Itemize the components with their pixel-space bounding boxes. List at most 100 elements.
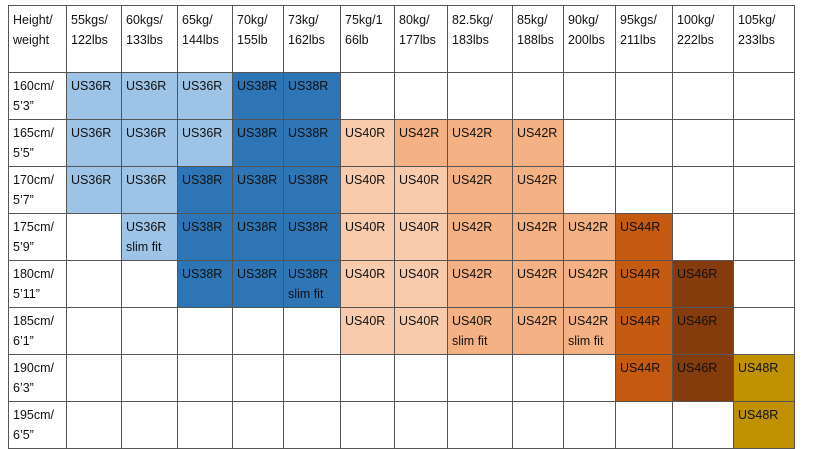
- size-cell: US38R: [177, 260, 233, 308]
- empty-cell: [733, 72, 795, 120]
- size-cell: US38R: [232, 119, 284, 167]
- size-cell: US42R: [512, 307, 564, 355]
- size-cell: US48R: [733, 354, 795, 402]
- page: Height/ weight 55kgs/ 122lbs 60kgs/ 133lbs…: [8, 5, 795, 449]
- empty-cell: [340, 72, 395, 120]
- empty-cell: [232, 354, 284, 402]
- empty-cell: [563, 401, 616, 449]
- size-row: 180cm/ 5’11” US38R US38R US38R slim fit US40…: [8, 260, 795, 308]
- empty-cell: [615, 401, 673, 449]
- size-cell: US44R: [615, 354, 673, 402]
- header-cell: 75kg/1 66lb: [340, 5, 395, 73]
- empty-cell: [66, 307, 122, 355]
- size-row: 170cm/ 5’7” US36R US36R US38R US38R US38R US40…: [8, 166, 795, 214]
- size-cell: US42R: [512, 119, 564, 167]
- row-label: 170cm/ 5’7”: [8, 166, 67, 214]
- row-label: 180cm/ 5’11”: [8, 260, 67, 308]
- size-row: 175cm/ 5’9” US36R slim fit US38R US38R US38R…: [8, 213, 795, 261]
- size-cell: US38R: [283, 213, 341, 261]
- header-cell: 90kg/ 200lbs: [563, 5, 616, 73]
- empty-cell: [121, 307, 178, 355]
- empty-cell: [447, 354, 513, 402]
- size-cell: US36R: [66, 72, 122, 120]
- size-cell: US38R: [232, 213, 284, 261]
- size-cell: US38R: [283, 119, 341, 167]
- size-row: 165cm/ 5’5” US36R US36R US36R US38R US38R US40…: [8, 119, 795, 167]
- size-cell: US36R: [66, 166, 122, 214]
- header-cell: 70kg/ 155lb: [232, 5, 284, 73]
- size-cell: US40R: [340, 213, 395, 261]
- row-label: 165cm/ 5’5”: [8, 119, 67, 167]
- empty-cell: [340, 354, 395, 402]
- size-row: 195cm/ 6’5” US48R: [8, 401, 795, 449]
- size-cell: US46R: [672, 307, 734, 355]
- row-label: 185cm/ 6’1”: [8, 307, 67, 355]
- size-cell: US46R: [672, 260, 734, 308]
- size-cell: US42R: [512, 260, 564, 308]
- header-cell: 73kg/ 162lbs: [283, 5, 341, 73]
- header-cell: 100kg/ 222lbs: [672, 5, 734, 73]
- empty-cell: [615, 72, 673, 120]
- header-cell: 82.5kg/ 183lbs: [447, 5, 513, 73]
- size-cell: US36R: [121, 72, 178, 120]
- header-cell: 95kgs/ 211lbs: [615, 5, 673, 73]
- size-cell: US38R: [283, 72, 341, 120]
- empty-cell: [733, 307, 795, 355]
- size-cell: US44R: [615, 260, 673, 308]
- size-cell: US36R: [177, 72, 233, 120]
- empty-cell: [672, 401, 734, 449]
- size-cell: US38R: [232, 260, 284, 308]
- size-cell: US40R: [340, 166, 395, 214]
- size-cell: US44R: [615, 307, 673, 355]
- empty-cell: [394, 354, 448, 402]
- size-cell: US42R: [447, 166, 513, 214]
- row-label: 175cm/ 5’9”: [8, 213, 67, 261]
- empty-cell: [447, 401, 513, 449]
- empty-cell: [733, 260, 795, 308]
- empty-cell: [66, 213, 122, 261]
- size-cell: US40R: [340, 307, 395, 355]
- empty-cell: [283, 354, 341, 402]
- empty-cell: [66, 354, 122, 402]
- empty-cell: [512, 354, 564, 402]
- empty-cell: [283, 307, 341, 355]
- size-chart: Height/ weight 55kgs/ 122lbs 60kgs/ 133lbs…: [8, 5, 795, 449]
- size-cell: US42R: [512, 166, 564, 214]
- empty-cell: [672, 213, 734, 261]
- size-cell: US38R: [283, 166, 341, 214]
- empty-cell: [232, 307, 284, 355]
- size-cell: US36R: [66, 119, 122, 167]
- empty-cell: [177, 354, 233, 402]
- size-cell: US42R slim fit: [563, 307, 616, 355]
- header-cell: 65kg/ 144lbs: [177, 5, 233, 73]
- empty-cell: [66, 401, 122, 449]
- header-row: Height/ weight 55kgs/ 122lbs 60kgs/ 133lbs…: [8, 5, 795, 73]
- size-cell: US40R slim fit: [447, 307, 513, 355]
- size-cell: US44R: [615, 213, 673, 261]
- row-label: 160cm/ 5’3”: [8, 72, 67, 120]
- empty-cell: [121, 354, 178, 402]
- empty-cell: [563, 166, 616, 214]
- header-cell: Height/ weight: [8, 5, 67, 73]
- size-row: 160cm/ 5’3” US36R US36R US36R US38R US38R: [8, 72, 795, 120]
- size-cell: US42R: [563, 213, 616, 261]
- header-cell: 80kg/ 177lbs: [394, 5, 448, 73]
- empty-cell: [394, 401, 448, 449]
- empty-cell: [447, 72, 513, 120]
- empty-cell: [615, 166, 673, 214]
- size-cell: US40R: [394, 260, 448, 308]
- empty-cell: [733, 166, 795, 214]
- empty-cell: [615, 119, 673, 167]
- empty-cell: [121, 260, 178, 308]
- header-cell: 60kgs/ 133lbs: [121, 5, 178, 73]
- size-cell: US40R: [340, 119, 395, 167]
- empty-cell: [512, 72, 564, 120]
- empty-cell: [733, 119, 795, 167]
- size-cell: US38R slim fit: [283, 260, 341, 308]
- size-cell: US42R: [447, 260, 513, 308]
- empty-cell: [340, 401, 395, 449]
- header-cell: 55kgs/ 122lbs: [66, 5, 122, 73]
- empty-cell: [672, 72, 734, 120]
- size-cell: US36R slim fit: [121, 213, 178, 261]
- empty-cell: [177, 307, 233, 355]
